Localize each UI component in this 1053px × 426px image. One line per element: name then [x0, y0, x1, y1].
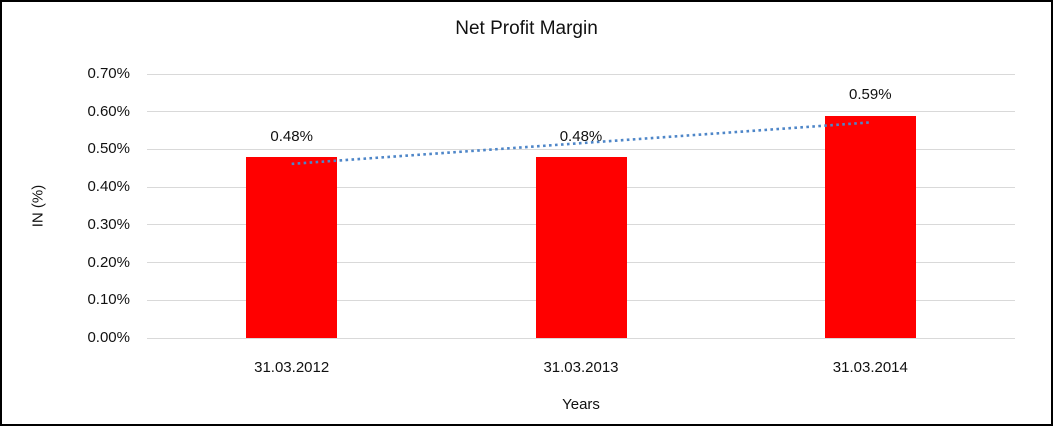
x-axis-tick-label: 31.03.2014	[832, 359, 908, 376]
trendline	[291, 121, 871, 166]
y-axis-tick-label: 0.00%	[87, 329, 130, 346]
x-axis-tick-label: 31.03.2012	[254, 359, 330, 376]
y-axis-tick-label: 0.40%	[87, 178, 130, 196]
y-axis-tick-label: 0.20%	[87, 253, 130, 271]
plot-area: 0.48% 0.48% 0.59%	[147, 73, 1015, 339]
gridline	[147, 148, 1015, 150]
data-label: 0.48%	[270, 127, 313, 145]
bar-31.03.2014	[824, 115, 916, 338]
data-label: 0.48%	[559, 127, 603, 145]
gridline	[147, 337, 1015, 339]
chart-title: Net Profit Margin	[455, 18, 598, 39]
gridline	[147, 73, 1015, 75]
y-axis-tick-label: 0.30%	[87, 215, 130, 233]
gridline	[147, 111, 1015, 113]
y-axis-tick-label: 0.60%	[87, 102, 130, 120]
bar-31.03.2012	[246, 156, 338, 338]
y-axis-tick-label: 0.10%	[87, 291, 130, 309]
data-label: 0.59%	[849, 86, 892, 104]
bar-31.03.2013	[535, 156, 627, 338]
y-axis-tick-label: 0.70%	[87, 65, 130, 82]
y-axis-tick-label: 0.50%	[87, 140, 130, 158]
x-axis-title: Years	[562, 396, 600, 413]
x-axis-tick-label: 31.03.2013	[543, 359, 619, 376]
